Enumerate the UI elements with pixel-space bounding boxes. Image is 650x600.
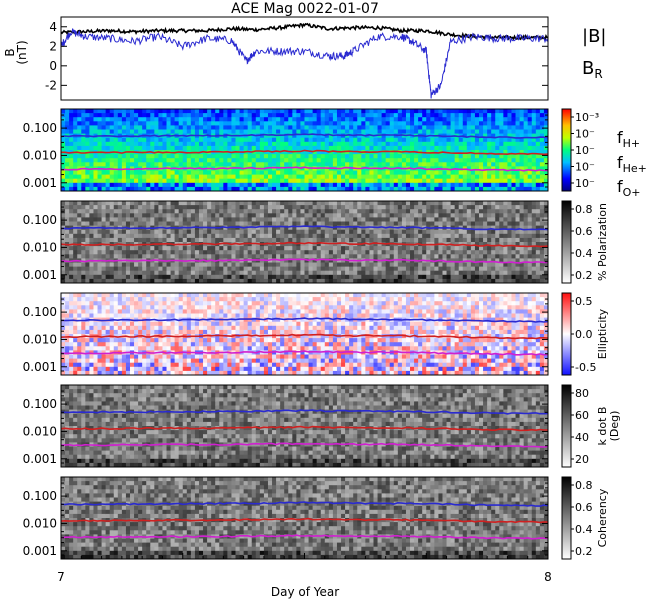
colorbar-tick-label: 10⁻ bbox=[575, 177, 595, 190]
panel-frame bbox=[60, 200, 549, 284]
colorbar-tick-label: 60 bbox=[575, 409, 589, 422]
y-tick-label: 4 bbox=[49, 20, 57, 34]
y-tick-label: 0.001 bbox=[23, 360, 57, 374]
colorbar-tick-label: 0.8 bbox=[575, 203, 593, 216]
panel-frame bbox=[60, 292, 549, 376]
cyclotron-line-he bbox=[60, 241, 549, 248]
spectrogram bbox=[61, 477, 549, 560]
colorbar-tick-label: 10⁻³ bbox=[575, 111, 599, 124]
cyclotron-line-he bbox=[60, 333, 549, 340]
panel-k-dot-b: 0.100 0.010 0.001 80 60 40 20 k dot B (Deg) bbox=[23, 384, 621, 468]
y-tick-label: 0.010 bbox=[23, 516, 57, 530]
colorbar-tick-label: 10⁻ bbox=[575, 144, 595, 157]
cyclotron-line-o bbox=[60, 442, 549, 448]
cyclotron-line-h bbox=[60, 133, 549, 139]
y-tick-label: 0.100 bbox=[23, 305, 57, 319]
cyclotron-line-o bbox=[60, 166, 548, 172]
panel-background bbox=[61, 17, 548, 100]
colorbar-label-unit: (Deg) bbox=[608, 411, 621, 442]
legend-f-he: fHe+ bbox=[617, 153, 647, 175]
legend-br: BR bbox=[582, 58, 603, 81]
colorbar bbox=[561, 200, 572, 284]
legend-f-h: fH+ bbox=[617, 128, 640, 150]
cyclotron-line-he bbox=[60, 517, 549, 524]
y-tick-label: 2 bbox=[49, 39, 57, 53]
series-br-line bbox=[60, 28, 549, 99]
y-axis-unit: (nT) bbox=[15, 40, 29, 64]
chart-title: ACE Mag 0022-01-07 bbox=[231, 1, 379, 17]
panel-polarization: 0.100 0.010 0.001 0.8 0.6 0.4 0.2% Polarizatio… bbox=[23, 200, 609, 284]
colorbar-label: % Polarization bbox=[596, 203, 609, 281]
cyclotron-line-h bbox=[60, 317, 549, 323]
colorbar-tick-label: -0.5 bbox=[575, 361, 596, 374]
panel-frame bbox=[60, 384, 549, 468]
colorbar-tick-label: 0.2 bbox=[575, 269, 593, 282]
cyclotron-line-h bbox=[60, 225, 549, 231]
colorbar-label: Ellipticity bbox=[596, 308, 609, 359]
y-tick-label: 0.100 bbox=[23, 213, 57, 227]
colorbar-tick-label: 0.4 bbox=[575, 523, 593, 536]
colorbar bbox=[561, 108, 572, 192]
cyclotron-line-o bbox=[60, 534, 549, 540]
colorbar bbox=[561, 384, 572, 468]
y-tick-label: 0.010 bbox=[23, 148, 57, 162]
colorbar-tick-label: 20 bbox=[575, 453, 589, 466]
legend-b-magnitude: |B| bbox=[582, 26, 606, 47]
colorbar-tick-label: 0.6 bbox=[575, 225, 593, 238]
colorbar-tick-label: 10⁻ bbox=[575, 128, 595, 141]
spectrogram bbox=[61, 201, 549, 284]
colorbar-tick-label: 0.6 bbox=[575, 501, 593, 514]
y-tick-label: 0.001 bbox=[23, 176, 57, 190]
colorbar-tick-label: 0.5 bbox=[575, 295, 593, 308]
colorbar bbox=[561, 476, 572, 560]
colorbar-tick-label: 10⁻ bbox=[575, 161, 595, 174]
y-tick-label: 0.100 bbox=[23, 121, 57, 135]
colorbar-label: Coherency bbox=[596, 488, 609, 547]
panel-magnetic-field: 4 2 0 -2 B(nT) bbox=[3, 16, 549, 101]
panel-frame bbox=[60, 108, 549, 192]
panels: 420-2B(nT)0.1000.0100.00110⁻³10⁻10⁻10⁻10… bbox=[3, 16, 621, 560]
colorbar-tick-label: 40 bbox=[575, 431, 589, 444]
y-tick-label: 0.100 bbox=[23, 489, 57, 503]
y-tick-label: 0 bbox=[49, 59, 57, 73]
x-tick-label-8: 8 bbox=[544, 570, 552, 584]
colorbar-tick-label: 0.8 bbox=[575, 479, 593, 492]
colorbar-tick-label: 0.2 bbox=[575, 545, 593, 558]
series-b-magnitude-line bbox=[60, 22, 548, 41]
y-axis-label: B bbox=[3, 48, 17, 56]
colorbar-label: k dot B bbox=[596, 407, 609, 446]
cyclotron-line-he bbox=[61, 149, 549, 156]
y-tick-label: 0.001 bbox=[23, 268, 57, 282]
spectrogram bbox=[61, 385, 549, 468]
y-tick-label: 0.010 bbox=[23, 332, 57, 346]
y-tick-label: 0.001 bbox=[23, 452, 57, 466]
cyclotron-line-o bbox=[60, 258, 549, 264]
y-tick-label: 0.010 bbox=[23, 240, 57, 254]
colorbar bbox=[561, 292, 572, 376]
cyclotron-line-he bbox=[60, 425, 549, 432]
cyclotron-line-h bbox=[60, 501, 549, 507]
panel-frame bbox=[60, 16, 549, 101]
legend-f-o: fO+ bbox=[617, 177, 641, 199]
x-axis-label: Day of Year bbox=[271, 585, 339, 599]
y-tick-label: 0.001 bbox=[23, 544, 57, 558]
y-tick-label: 0.100 bbox=[23, 397, 57, 411]
colorbar-tick-label: 0.0 bbox=[575, 328, 593, 341]
x-tick-label-7: 7 bbox=[57, 570, 65, 584]
y-tick-label: 0.010 bbox=[23, 424, 57, 438]
y-tick-label: -2 bbox=[45, 78, 57, 92]
colorbar-tick-label: 0.4 bbox=[575, 247, 593, 260]
colorbar-tick-label: 80 bbox=[575, 387, 589, 400]
cyclotron-line-o bbox=[60, 350, 549, 356]
panel-power-spectrum: 0.100 0.010 0.001 10⁻³ 10⁻ 10⁻ 10⁻ 10⁻ bbox=[23, 108, 599, 192]
cyclotron-line-h bbox=[60, 409, 549, 415]
